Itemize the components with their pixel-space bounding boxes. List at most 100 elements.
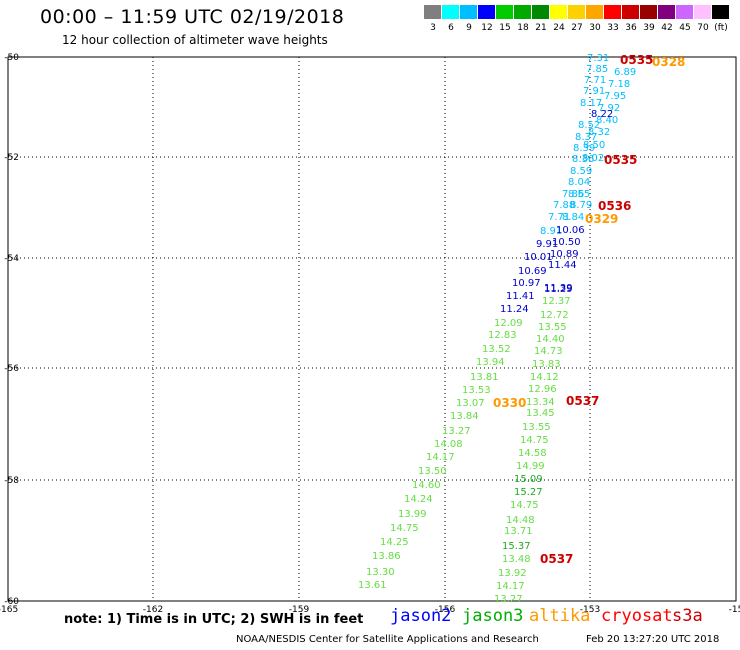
legend-swatch	[478, 5, 495, 19]
wave-height-label: 11.41	[506, 291, 535, 302]
x-tick-label: -165	[0, 605, 18, 615]
legend-label: (ft)	[714, 23, 728, 33]
wave-height-label: 11.44	[548, 260, 577, 271]
legend-swatch	[460, 5, 477, 19]
wave-height-label: 12.96	[528, 384, 557, 395]
wave-height-label: 13.34	[526, 397, 555, 408]
wave-height-label: 15.27	[514, 487, 543, 498]
wave-height-label: 10.06	[556, 225, 585, 236]
legend-swatch	[532, 5, 549, 19]
wave-height-label: 14.08	[434, 439, 463, 450]
y-tick-label: -54	[4, 254, 19, 264]
legend-label: 36	[625, 23, 637, 33]
wave-height-label: 10.97	[512, 278, 541, 289]
legend-label: 12	[481, 23, 493, 33]
wave-height-label: 13.50	[418, 466, 447, 477]
legend-swatch	[676, 5, 693, 19]
chart-subtitle: 12 hour collection of altimeter wave hei…	[62, 33, 328, 47]
wave-height-label: 13.86	[372, 551, 401, 562]
wave-height-label: 7.91	[583, 86, 605, 97]
track-time-label: 0537	[540, 552, 573, 566]
legend-label: 6	[448, 23, 454, 33]
x-tick-label: -15	[729, 605, 740, 615]
map-frame	[7, 56, 737, 602]
track-time-label: 0536	[598, 199, 631, 213]
wave-height-label: 7.86	[562, 189, 584, 200]
legend-label: 21	[535, 23, 547, 33]
wave-height-label: 13.81	[470, 372, 499, 383]
chart-title: 00:00 – 11:59 UTC 02/19/2018	[40, 6, 345, 28]
wave-height-label: 8.37	[575, 132, 597, 143]
wave-height-label: 13.84	[450, 411, 479, 422]
wave-height-label: 10.01	[524, 252, 553, 263]
legend-swatch	[514, 5, 531, 19]
wave-height-label: 14.99	[516, 461, 545, 472]
wave-height-label: 9.91	[536, 239, 558, 250]
wave-height-label: 7.85	[586, 64, 608, 75]
wave-height-label: 12.83	[488, 330, 517, 341]
wave-height-label: 14.12	[530, 372, 559, 383]
wave-height-label: 10.89	[550, 249, 579, 260]
wave-height-label: 13.71	[504, 526, 533, 537]
legend-label: 27	[571, 23, 583, 33]
wave-height-label: 13.07	[456, 398, 485, 409]
wave-height-label: 7.71	[548, 212, 570, 223]
wave-height-label: 8.36	[572, 154, 594, 165]
wave-height-label: 7.88	[553, 200, 575, 211]
track-time-label: 0535	[620, 53, 653, 67]
wave-height-label: 14.40	[536, 334, 565, 345]
legend-swatch	[424, 5, 441, 19]
wave-height-label: 13.94	[476, 357, 505, 368]
satellite-s3a: s3a	[672, 606, 703, 626]
x-tick-label: -159	[289, 605, 310, 615]
y-tick-label: -52	[4, 153, 19, 163]
legend-swatch	[694, 5, 711, 19]
wave-height-label: 12.37	[542, 296, 571, 307]
y-tick-label: -50	[4, 53, 19, 63]
x-tick-label: -153	[580, 605, 600, 615]
legend-swatch	[604, 5, 621, 19]
track-time-label: 0535	[604, 153, 637, 167]
wave-height-label: 13.55	[522, 422, 551, 433]
satellite-cryosat: cryosat	[601, 606, 673, 626]
wave-height-label: 14.75	[510, 500, 539, 511]
wave-height-label: 7.92	[598, 103, 620, 114]
legend-label: 45	[679, 23, 691, 33]
wave-height-label: 8.17	[580, 98, 602, 109]
wave-height-label: 14.73	[534, 346, 563, 357]
wave-height-label: 8.02	[582, 153, 604, 164]
wave-height-label: 8.91	[540, 226, 562, 237]
wave-height-label: 13.99	[398, 509, 427, 520]
legend-label: 15	[499, 23, 511, 33]
legend-swatch	[712, 5, 729, 19]
legend-swatch	[442, 5, 459, 19]
legend-label: 42	[661, 23, 673, 33]
x-tick-label: -162	[143, 605, 163, 615]
wave-height-label: 7.18	[608, 79, 630, 90]
wave-height-label: 14.58	[518, 448, 547, 459]
legend-swatch	[622, 5, 639, 19]
legend-label: 9	[466, 23, 472, 33]
wave-height-label: 8.32	[588, 127, 610, 138]
legend-label: 70	[697, 23, 709, 33]
wave-height-label: 7.95	[604, 91, 626, 102]
track-time-label: 0328	[652, 55, 685, 69]
wave-height-label: 8.39	[573, 143, 595, 154]
satellite-altika: altika	[529, 606, 591, 626]
wave-height-label: 13.83	[532, 359, 561, 370]
wave-height-label: 13.27	[494, 594, 523, 605]
wave-height-label: 8.79	[570, 200, 592, 211]
credit-line: NOAA/NESDIS Center for Satellite Applica…	[236, 634, 539, 645]
legend-label: 3	[430, 23, 436, 33]
wave-height-label: 14.60	[412, 480, 441, 491]
wave-height-label: 13.27	[442, 426, 471, 437]
wave-height-label: 6.89	[614, 67, 636, 78]
footer-note: note: 1) Time is in UTC; 2) SWH is in fe…	[64, 612, 364, 627]
legend-label: 30	[589, 23, 601, 33]
wave-height-label: 13.48	[502, 554, 531, 565]
x-tick-label: -156	[435, 605, 456, 615]
legend-label: 39	[643, 23, 655, 33]
wave-height-label: 8.50	[583, 140, 605, 151]
satellite-jason2: jason2	[390, 606, 452, 626]
wave-height-label: 10.69	[518, 266, 547, 277]
